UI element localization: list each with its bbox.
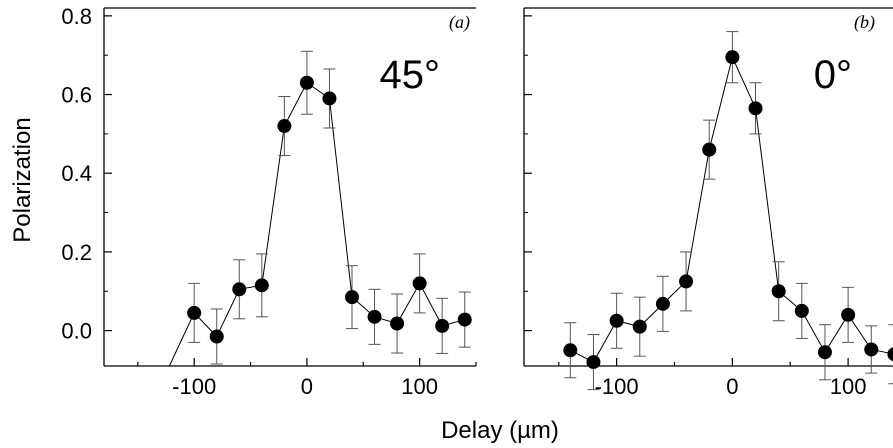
data-point <box>887 347 893 362</box>
data-point <box>563 343 578 358</box>
panel-label: (b) <box>854 12 875 33</box>
data-point <box>412 276 427 291</box>
data-point <box>586 355 601 370</box>
data-point <box>725 50 740 65</box>
series-line <box>168 82 465 367</box>
data-point <box>390 316 405 331</box>
x-tick-label: 0 <box>301 374 313 399</box>
data-point <box>817 345 832 360</box>
data-point <box>679 274 694 289</box>
data-point <box>254 278 269 293</box>
angle-label: 45° <box>380 53 441 97</box>
data-point <box>345 290 359 305</box>
x-tick-label: -100 <box>172 374 216 399</box>
y-tick-label: 0.4 <box>61 161 92 186</box>
x-tick-label: -100 <box>595 374 639 399</box>
x-tick-label: 0 <box>726 374 738 399</box>
data-point <box>841 307 856 322</box>
data-point <box>277 119 292 134</box>
y-tick-label: 0.6 <box>61 83 92 108</box>
data-point <box>367 309 382 324</box>
x-tick-label: 100 <box>401 374 438 399</box>
data-point <box>632 319 647 334</box>
data-point <box>655 296 670 311</box>
data-point <box>457 312 472 327</box>
data-point <box>609 313 624 328</box>
data-point <box>435 318 450 333</box>
data-point <box>702 142 717 157</box>
x-tick-label: 100 <box>830 374 867 399</box>
y-tick-label: 0.2 <box>61 240 92 265</box>
data-point <box>771 284 786 299</box>
panel-b: -100 0 100 (b)0° <box>523 7 893 399</box>
y-tick-label: 0.8 <box>61 4 92 29</box>
data-point <box>209 329 224 344</box>
data-point <box>232 282 247 297</box>
x-axis-title: Delay (µm) <box>441 417 559 444</box>
panel-label: (a) <box>449 12 470 33</box>
y-tick-label: 0.0 <box>61 319 92 344</box>
data-point <box>187 305 202 320</box>
data-point <box>794 303 809 318</box>
data-point <box>748 101 763 116</box>
data-point <box>299 75 314 90</box>
angle-label: 0° <box>814 53 852 97</box>
data-point <box>864 342 879 357</box>
y-axis-title: Polarization <box>9 117 36 242</box>
panel-a: 0.0 0.2 0.4 0.6 0.8 -100 0 100 (a) 45° <box>61 4 477 399</box>
data-point <box>322 91 337 106</box>
